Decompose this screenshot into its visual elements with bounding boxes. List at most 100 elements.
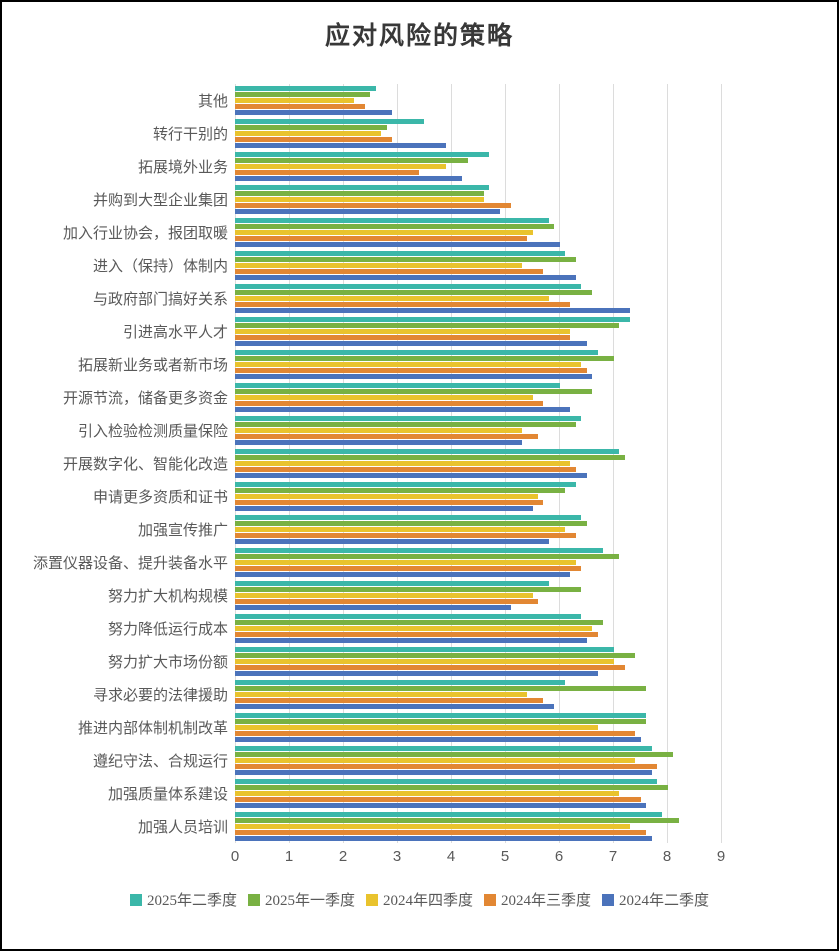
category-label: 努力扩大市场份额 — [107, 655, 228, 671]
category-row: 拓展新业务或者新市场 — [2, 348, 837, 381]
bar-group — [235, 777, 722, 810]
bar-2024年四季度 — [235, 362, 582, 367]
category-row: 添置仪器设备、提升装备水平 — [2, 546, 837, 579]
bar-group — [235, 447, 722, 480]
bar-2025年一季度 — [235, 620, 603, 625]
bar-2024年四季度 — [235, 626, 593, 631]
legend-swatch — [247, 893, 260, 906]
bar-2024年二季度 — [235, 242, 560, 247]
bar-2024年三季度 — [235, 170, 419, 175]
category-row: 申请更多资质和证书 — [2, 480, 837, 513]
category-label: 引入检验检测质量保险 — [77, 424, 228, 440]
category-row: 努力降低运行成本 — [2, 612, 837, 645]
category-row: 引进高水平人才 — [2, 315, 837, 348]
x-tick-label: 2 — [338, 848, 348, 865]
bar-2025年一季度 — [235, 455, 625, 460]
bar-2025年二季度 — [235, 317, 630, 322]
category-label: 努力扩大机构规模 — [107, 589, 228, 605]
category-row: 引入检验检测质量保险 — [2, 414, 837, 447]
x-tick-label: 3 — [392, 848, 402, 865]
bar-2025年二季度 — [235, 350, 598, 355]
category-label: 其他 — [197, 94, 228, 110]
bar-group — [235, 546, 722, 579]
bar-2024年四季度 — [235, 230, 533, 235]
bar-2024年三季度 — [235, 665, 625, 670]
bar-2024年三季度 — [235, 401, 544, 406]
bar-2025年二季度 — [235, 614, 582, 619]
bar-2024年三季度 — [235, 632, 598, 637]
bar-2025年一季度 — [235, 818, 679, 823]
category-row: 努力扩大市场份额 — [2, 645, 837, 678]
bar-2025年二季度 — [235, 812, 663, 817]
bar-2024年三季度 — [235, 236, 528, 241]
bar-2024年四季度 — [235, 329, 571, 334]
x-tick-label: 8 — [662, 848, 672, 865]
bar-group — [235, 810, 722, 843]
x-tick-label: 1 — [284, 848, 294, 865]
bar-2024年二季度 — [235, 539, 549, 544]
category-label: 寻求必要的法律援助 — [92, 688, 228, 704]
bar-2024年二季度 — [235, 209, 501, 214]
bar-group — [235, 150, 722, 183]
category-label: 开展数字化、智能化改造 — [62, 457, 228, 473]
category-label: 并购到大型企业集团 — [92, 193, 228, 209]
bar-2024年二季度 — [235, 770, 652, 775]
category-row: 开展数字化、智能化改造 — [2, 447, 837, 480]
bar-2025年二季度 — [235, 581, 549, 586]
category-label: 添置仪器设备、提升装备水平 — [32, 556, 228, 572]
bar-2025年二季度 — [235, 383, 560, 388]
bar-2025年一季度 — [235, 521, 587, 526]
bar-2024年四季度 — [235, 395, 533, 400]
category-row: 拓展境外业务 — [2, 150, 837, 183]
bar-2024年四季度 — [235, 461, 571, 466]
legend-swatch — [484, 893, 496, 906]
bar-2024年二季度 — [235, 308, 630, 313]
bar-2025年二季度 — [235, 284, 582, 289]
x-axis: 0 1 2 3 4 5 6 7 8 9 — [231, 843, 725, 869]
category-row: 加入行业协会，报团取暖 — [2, 216, 837, 249]
bar-2025年一季度 — [235, 191, 484, 196]
bar-group — [235, 414, 722, 447]
category-row: 开源节流，储备更多资金 — [2, 381, 837, 414]
bar-2025年二季度 — [235, 713, 647, 718]
legend-item: 2024年三季度 — [484, 889, 591, 910]
category-label: 加入行业协会，报团取暖 — [62, 226, 228, 242]
bar-group — [235, 216, 722, 249]
bar-2025年二季度 — [235, 218, 549, 223]
bar-group — [235, 678, 722, 711]
category-row: 加强质量体系建设 — [2, 777, 837, 810]
category-label: 拓展新业务或者新市场 — [77, 358, 228, 374]
bar-2024年三季度 — [235, 467, 576, 472]
bar-group — [235, 612, 722, 645]
x-tick-label: 5 — [500, 848, 510, 865]
plot-area: 其他 转行干别的 拓展境外业务 并购到大型企业集团 加入行业协会，报团取暖 进入（保持）体… — [2, 84, 837, 843]
bar-2025年一季度 — [235, 224, 555, 229]
bar-2025年二季度 — [235, 449, 620, 454]
bar-2024年三季度 — [235, 434, 539, 439]
bar-2024年二季度 — [235, 407, 571, 412]
bar-2024年三季度 — [235, 764, 658, 769]
bar-2024年四季度 — [235, 659, 614, 664]
bar-2024年二季度 — [235, 671, 598, 676]
bar-2024年二季度 — [235, 836, 652, 841]
bar-2025年二季度 — [235, 185, 490, 190]
x-tick-label: 4 — [446, 848, 456, 865]
legend-item: 2025年二季度 — [129, 889, 237, 910]
bar-2025年二季度 — [235, 416, 582, 421]
bar-2024年三季度 — [235, 203, 511, 208]
bar-2024年二季度 — [235, 143, 447, 148]
bar-2024年四季度 — [235, 593, 533, 598]
legend-label: 2025年一季度 — [264, 893, 355, 909]
bar-2024年四季度 — [235, 263, 522, 268]
bar-2024年四季度 — [235, 692, 528, 697]
bar-group — [235, 183, 722, 216]
bar-2025年一季度 — [235, 422, 576, 427]
legend-label: 2024年二季度 — [619, 893, 710, 909]
bar-2024年三季度 — [235, 269, 544, 274]
legend-item: 2024年二季度 — [602, 889, 709, 910]
chart-title: 应对风险的策略 — [324, 23, 514, 50]
category-label: 开源节流，储备更多资金 — [62, 391, 228, 407]
bar-2024年三季度 — [235, 104, 365, 109]
category-label: 推进内部体制机制改革 — [77, 721, 228, 737]
